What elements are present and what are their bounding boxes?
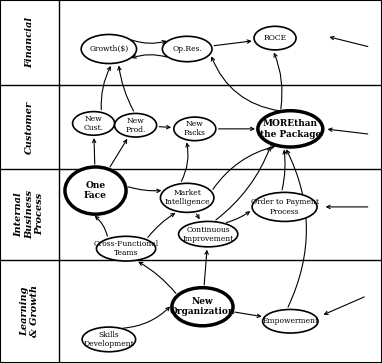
Ellipse shape <box>162 36 212 62</box>
Text: Order to Payment
Process: Order to Payment Process <box>251 198 319 216</box>
Text: New
Packs: New Packs <box>184 120 206 138</box>
FancyArrowPatch shape <box>196 214 199 218</box>
FancyArrowPatch shape <box>214 40 251 46</box>
FancyArrowPatch shape <box>219 127 254 131</box>
FancyArrowPatch shape <box>181 143 189 182</box>
Text: New
Organization: New Organization <box>170 297 235 317</box>
FancyArrowPatch shape <box>159 126 170 129</box>
Ellipse shape <box>82 327 136 352</box>
Ellipse shape <box>81 34 137 64</box>
Text: New
Prod.: New Prod. <box>125 117 146 134</box>
Text: MOREthan
the Package: MOREthan the Package <box>260 119 321 139</box>
FancyArrowPatch shape <box>213 146 274 189</box>
Text: Op.Res.: Op.Res. <box>172 45 202 53</box>
Ellipse shape <box>179 221 238 247</box>
Text: Growth($): Growth($) <box>89 45 128 53</box>
FancyArrowPatch shape <box>282 151 286 190</box>
FancyArrowPatch shape <box>123 307 169 328</box>
Text: One
Face: One Face <box>84 181 107 200</box>
FancyArrowPatch shape <box>139 262 176 293</box>
Text: Internal
Business
Process: Internal Business Process <box>15 190 45 238</box>
FancyArrowPatch shape <box>287 150 306 307</box>
Ellipse shape <box>65 167 126 214</box>
FancyArrowPatch shape <box>92 139 96 164</box>
FancyArrowPatch shape <box>216 147 270 220</box>
FancyArrowPatch shape <box>227 212 249 223</box>
FancyArrowPatch shape <box>235 312 261 317</box>
Text: Financial: Financial <box>25 17 34 68</box>
Ellipse shape <box>174 117 216 140</box>
FancyArrowPatch shape <box>274 54 282 109</box>
Ellipse shape <box>263 309 318 333</box>
FancyArrowPatch shape <box>204 251 208 285</box>
Ellipse shape <box>96 236 156 261</box>
Ellipse shape <box>172 287 233 326</box>
Text: New
Cust.: New Cust. <box>84 115 104 132</box>
FancyArrowPatch shape <box>96 217 107 236</box>
Ellipse shape <box>254 26 296 50</box>
Ellipse shape <box>73 111 115 135</box>
FancyArrowPatch shape <box>148 213 175 237</box>
FancyArrowPatch shape <box>131 40 165 44</box>
Text: Customer: Customer <box>25 101 34 154</box>
FancyArrowPatch shape <box>118 67 134 111</box>
Text: Empowerment: Empowerment <box>262 317 318 325</box>
Ellipse shape <box>115 113 157 137</box>
Ellipse shape <box>160 183 214 212</box>
FancyArrowPatch shape <box>133 55 167 58</box>
Text: Skills
Development: Skills Development <box>84 331 134 348</box>
Ellipse shape <box>258 111 323 147</box>
Text: Continuous
Improvement: Continuous Improvement <box>183 225 234 243</box>
FancyArrowPatch shape <box>212 57 280 111</box>
Ellipse shape <box>252 192 317 221</box>
Text: Learning
& Growth: Learning & Growth <box>20 285 39 337</box>
FancyArrowPatch shape <box>110 140 127 167</box>
Text: ROCE: ROCE <box>264 34 286 42</box>
Text: Market
Intelligence: Market Intelligence <box>164 189 210 207</box>
Text: Cross-Functional
Teams: Cross-Functional Teams <box>94 240 159 257</box>
FancyArrowPatch shape <box>101 67 110 110</box>
FancyArrowPatch shape <box>128 187 160 192</box>
